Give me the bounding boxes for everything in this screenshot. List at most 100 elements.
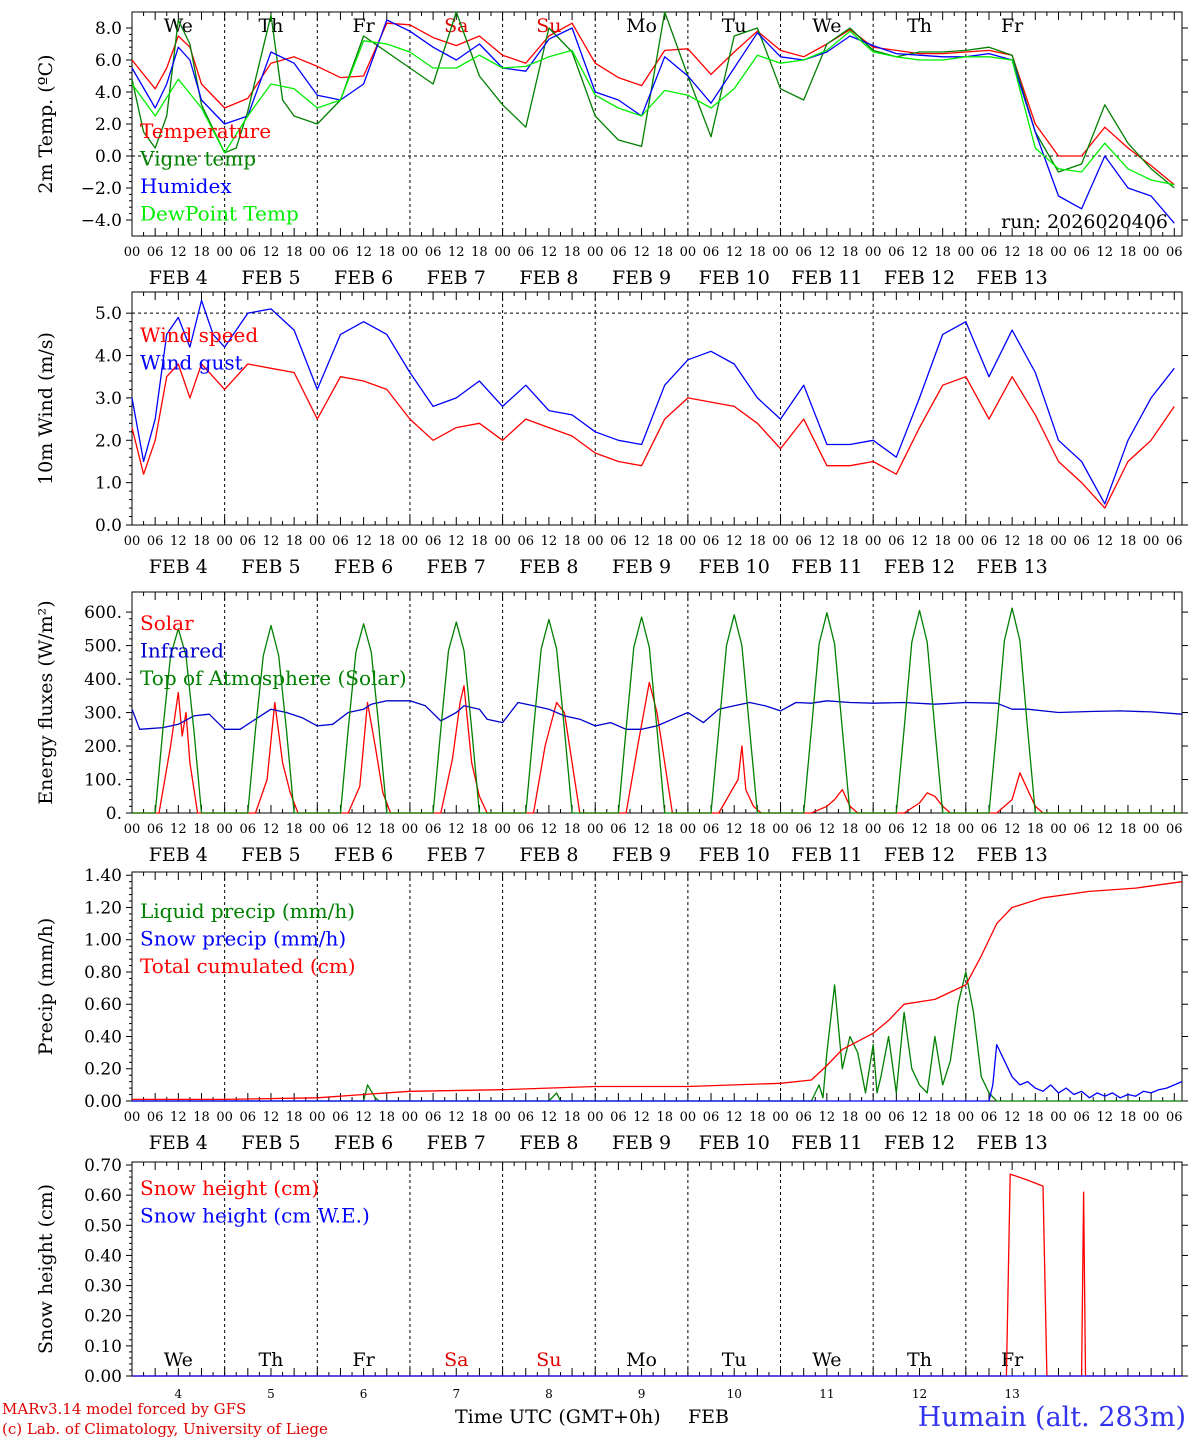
hour-tick-label: 00 bbox=[587, 245, 604, 260]
hour-tick-label: 06 bbox=[981, 534, 998, 549]
day-number-label: 7 bbox=[452, 1387, 460, 1401]
weekday-label: Th bbox=[907, 1349, 932, 1371]
hour-tick-label: 18 bbox=[193, 1110, 210, 1125]
series-line-snow-precip-mm-h- bbox=[132, 1043, 1183, 1102]
hour-tick-label: 06 bbox=[703, 822, 720, 837]
day-label: FEB 4 bbox=[149, 1132, 208, 1154]
y-axis-label: 10m Wind (m/s) bbox=[35, 332, 57, 485]
hour-tick-label: 12 bbox=[819, 822, 836, 837]
y-tick-label: 0.10 bbox=[84, 1337, 122, 1357]
hour-tick-label: 00 bbox=[865, 822, 882, 837]
day-number-label: 12 bbox=[912, 1387, 927, 1401]
hour-tick-label: 00 bbox=[402, 245, 419, 260]
hour-tick-label: 00 bbox=[1143, 534, 1160, 549]
hour-tick-label: 12 bbox=[819, 534, 836, 549]
hour-tick-label: 18 bbox=[193, 822, 210, 837]
hour-tick-label: 18 bbox=[471, 534, 488, 549]
hour-tick-label: 00 bbox=[216, 245, 233, 260]
series-line-liquid-precip-mm-h- bbox=[132, 971, 1182, 1102]
legend-entry: Humidex bbox=[140, 174, 232, 198]
y-tick-label: 0.80 bbox=[84, 963, 122, 983]
hour-tick-label: 06 bbox=[610, 822, 627, 837]
weekday-label: Tu bbox=[722, 15, 747, 37]
day-number-label: 4 bbox=[175, 1387, 183, 1401]
hour-tick-label: 06 bbox=[425, 534, 442, 549]
hour-tick-label: 00 bbox=[216, 822, 233, 837]
hour-tick-label: 06 bbox=[517, 1110, 534, 1125]
day-label: FEB 7 bbox=[427, 844, 486, 866]
hour-tick-label: 18 bbox=[286, 534, 303, 549]
y-tick-label: 400. bbox=[84, 670, 122, 690]
hour-tick-label: 00 bbox=[680, 245, 697, 260]
weekday-label: We bbox=[164, 15, 193, 37]
panel-temperature: −4.0 −2.0 0.0 2.0 4.0 6.0 8.0 2m Temp. (ºC) 00 06… bbox=[35, 11, 1188, 289]
hour-tick-label: 00 bbox=[124, 1110, 141, 1125]
y-tick-label: 4.0 bbox=[95, 347, 122, 367]
y-tick-label: 500. bbox=[84, 637, 122, 657]
hour-tick-label: 18 bbox=[564, 1110, 581, 1125]
weekday-label: Fr bbox=[1001, 1349, 1024, 1371]
legend-entry: Snow height (cm W.E.) bbox=[140, 1204, 370, 1228]
hour-tick-label: 12 bbox=[726, 1110, 743, 1125]
hour-tick-label: 12 bbox=[541, 822, 558, 837]
hour-tick-label: 12 bbox=[911, 1110, 928, 1125]
hour-tick-label: 00 bbox=[680, 822, 697, 837]
hour-tick-label: 00 bbox=[124, 822, 141, 837]
hour-tick-label: 18 bbox=[656, 1110, 673, 1125]
hour-tick-label: 12 bbox=[170, 1110, 187, 1125]
hour-tick-label: 18 bbox=[1027, 245, 1044, 260]
hour-tick-label: 12 bbox=[448, 534, 465, 549]
day-label: FEB 7 bbox=[427, 1132, 486, 1154]
hour-tick-label: 18 bbox=[749, 534, 766, 549]
hour-tick-label: 18 bbox=[1027, 534, 1044, 549]
hour-tick-label: 06 bbox=[517, 822, 534, 837]
hour-tick-label: 18 bbox=[193, 245, 210, 260]
hour-tick-label: 00 bbox=[772, 822, 789, 837]
hour-tick-label: 12 bbox=[633, 245, 650, 260]
hour-tick-label: 06 bbox=[147, 534, 164, 549]
hour-tick-label: 00 bbox=[958, 822, 975, 837]
hour-tick-label: 12 bbox=[1004, 1110, 1021, 1125]
hour-tick-label: 00 bbox=[1143, 1110, 1160, 1125]
hour-tick-label: 12 bbox=[355, 245, 372, 260]
hour-tick-label: 12 bbox=[448, 1110, 465, 1125]
hour-tick-label: 06 bbox=[147, 245, 164, 260]
hour-tick-label: 06 bbox=[147, 1110, 164, 1125]
hour-tick-label: 12 bbox=[1097, 534, 1114, 549]
y-tick-label: 0.60 bbox=[84, 995, 122, 1015]
hour-tick-label: 00 bbox=[587, 1110, 604, 1125]
hour-tick-label: 00 bbox=[1050, 1110, 1067, 1125]
hour-tick-label: 06 bbox=[240, 534, 257, 549]
y-tick-label: 0.00 bbox=[84, 1367, 122, 1387]
hour-tick-label: 00 bbox=[402, 534, 419, 549]
y-axis-label: Energy fluxes (W/m²) bbox=[35, 600, 57, 804]
y-axis-label: Precip (mm/h) bbox=[35, 918, 57, 1056]
y-tick-label: 1.40 bbox=[84, 866, 122, 886]
day-label: FEB 6 bbox=[334, 267, 393, 289]
day-number-label: 10 bbox=[727, 1387, 742, 1401]
hour-tick-label: 06 bbox=[240, 245, 257, 260]
legend-entry: Infrared bbox=[140, 639, 224, 663]
hour-tick-label: 00 bbox=[402, 822, 419, 837]
series-line-dewpoint-temp bbox=[131, 30, 1175, 186]
day-label: FEB 8 bbox=[519, 556, 578, 578]
hour-tick-label: 12 bbox=[541, 245, 558, 260]
y-tick-label: 6.0 bbox=[95, 51, 122, 71]
plot-frame bbox=[131, 591, 1183, 814]
hour-tick-label: 06 bbox=[703, 534, 720, 549]
hour-tick-label: 18 bbox=[1120, 534, 1137, 549]
panel-wind: 0.0 1.0 2.0 3.0 4.0 5.0 10m Wind (m/s) 00 06 12 18… bbox=[35, 291, 1188, 578]
legend-entry: DewPoint Temp bbox=[140, 202, 299, 226]
y-tick-label: 8.0 bbox=[95, 19, 122, 39]
day-number-label: 9 bbox=[638, 1387, 646, 1401]
day-label: FEB 9 bbox=[612, 844, 671, 866]
hour-tick-label: 00 bbox=[772, 534, 789, 549]
hour-tick-label: 00 bbox=[1050, 534, 1067, 549]
hour-tick-label: 12 bbox=[633, 1110, 650, 1125]
hour-tick-label: 00 bbox=[124, 534, 141, 549]
hour-tick-label: 18 bbox=[749, 822, 766, 837]
hour-tick-label: 06 bbox=[147, 822, 164, 837]
hour-tick-label: 18 bbox=[842, 534, 859, 549]
hour-tick-label: 12 bbox=[1004, 245, 1021, 260]
hour-tick-label: 06 bbox=[425, 245, 442, 260]
